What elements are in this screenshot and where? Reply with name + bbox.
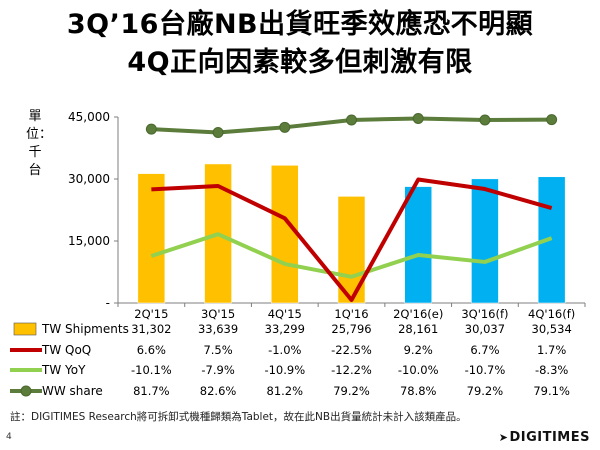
- data-table-cell: 33,639: [198, 322, 238, 336]
- x-category-label: 3Q'15: [201, 307, 235, 321]
- data-table-cell: 7.5%: [203, 343, 232, 357]
- x-category-label: 4Q'16(f): [528, 307, 575, 321]
- data-table-cell: 79.2%: [333, 384, 370, 398]
- data-table-cell: 81.2%: [267, 384, 304, 398]
- data-table-cell: -10.9%: [264, 363, 305, 377]
- data-table-cell: 81.7%: [133, 384, 170, 398]
- bar-shipments: [471, 178, 499, 304]
- data-table-cell: 30,534: [532, 322, 572, 336]
- point-ww-share: [546, 114, 558, 126]
- data-table-cell: 79.2%: [467, 384, 504, 398]
- logo-arrow-icon: ➤: [498, 431, 509, 444]
- x-category-label: 3Q'16(f): [461, 307, 508, 321]
- x-category-label: 1Q'16: [334, 307, 368, 321]
- data-table-cell: 33,299: [265, 322, 305, 336]
- digitimes-logo: ➤DIGITIMES: [499, 430, 590, 445]
- point-ww-share: [412, 112, 424, 124]
- line-tw-qoq: [151, 177, 553, 302]
- legend-label: TW YoY: [41, 363, 86, 377]
- data-table-cell: 78.8%: [400, 384, 437, 398]
- title-line-2: 4Q正向因素較多但刺激有限: [127, 47, 473, 78]
- data-table-cell: 79.1%: [533, 384, 570, 398]
- bar-shipments: [271, 165, 299, 304]
- bar-shipments: [404, 186, 432, 304]
- data-table-cell: -7.9%: [201, 363, 234, 377]
- title-line-1: 3Q’16台廠NB出貨旺季效應恐不明顯: [66, 9, 534, 40]
- y-tick-label: -: [106, 296, 110, 310]
- chart-title: 3Q’16台廠NB出貨旺季效應恐不明顯 4Q正向因素較多但刺激有限: [0, 6, 600, 82]
- legend-label: TW QoQ: [41, 343, 91, 357]
- legend-label: TW Shipments: [41, 322, 129, 336]
- y-tick-label: 45,000: [68, 110, 110, 124]
- data-table-cell: 6.7%: [470, 343, 499, 357]
- point-ww-share: [212, 126, 224, 138]
- x-category-label: 4Q'15: [268, 307, 302, 321]
- data-table-cell: -10.0%: [398, 363, 439, 377]
- data-table-cell: -10.1%: [131, 363, 172, 377]
- y-tick-label: 15,000: [68, 234, 110, 248]
- data-table-cell: -1.0%: [268, 343, 301, 357]
- x-category-label: 2Q'15: [134, 307, 168, 321]
- line-tw-yoy: [150, 232, 553, 279]
- data-table-cell: 25,796: [331, 322, 371, 336]
- legend-label: WW share: [42, 384, 103, 398]
- data-table-cell: 9.2%: [404, 343, 433, 357]
- data-table-cell: 28,161: [398, 322, 438, 336]
- data-table-cell: 30,037: [465, 322, 505, 336]
- footnote: 註：DIGITIMES Research將可拆卸式機種歸類為Tablet，故在此…: [10, 411, 467, 423]
- point-ww-share: [346, 114, 357, 126]
- page-number: 4: [6, 432, 12, 442]
- point-ww-share: [279, 121, 291, 133]
- x-category-label: 2Q'16(e): [393, 307, 443, 321]
- legend-key-ww-share-marker: [20, 385, 32, 397]
- data-table-cell: -12.2%: [331, 363, 372, 377]
- data-table-cell: -22.5%: [331, 343, 372, 357]
- legend-key-shipments: [13, 322, 37, 336]
- data-table-cell: 82.6%: [200, 384, 237, 398]
- point-ww-share: [145, 123, 157, 135]
- data-table-cell: -10.7%: [465, 363, 506, 377]
- bar-shipments: [137, 173, 166, 304]
- data-table-cell: -8.3%: [535, 363, 568, 377]
- logo-text: DIGITIMES: [509, 430, 590, 445]
- data-table-cell: 31,302: [131, 322, 171, 336]
- data-table-cell: 1.7%: [537, 343, 566, 357]
- point-ww-share: [479, 114, 491, 126]
- y-tick-label: 30,000: [68, 172, 110, 186]
- data-table-cell: 6.6%: [137, 343, 166, 357]
